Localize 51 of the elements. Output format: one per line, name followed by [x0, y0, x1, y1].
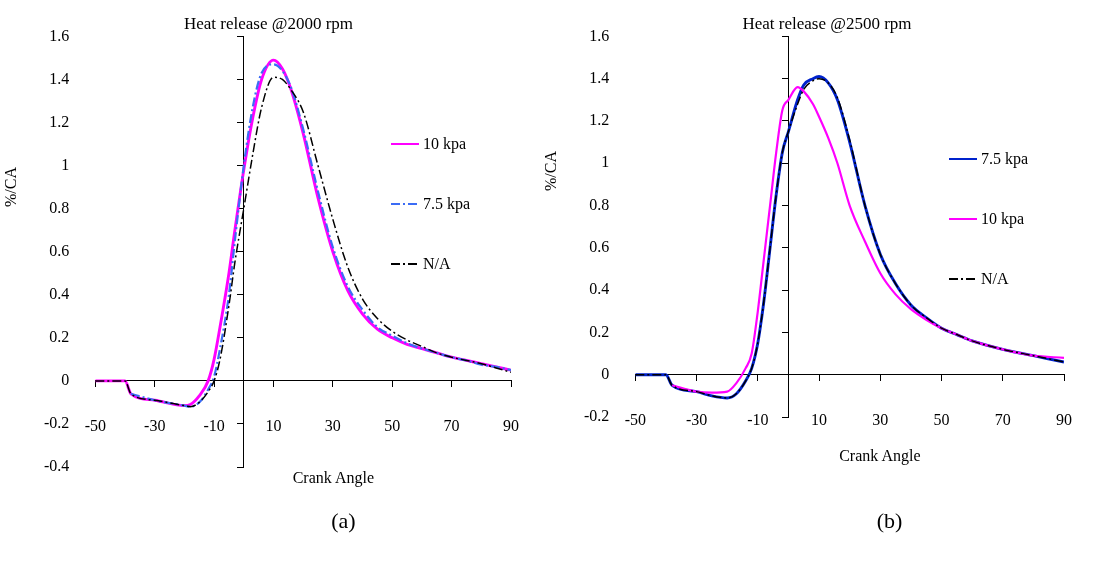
y-tick-label: 0.6: [49, 241, 70, 259]
legend-label: 10 kpa: [423, 135, 467, 154]
x-tick-label: 10: [811, 410, 828, 428]
x-tick-label: -30: [144, 416, 166, 434]
x-tick-label: -10: [747, 410, 769, 428]
x-tick-label: 10: [265, 416, 282, 434]
y-tick-label: 0.2: [49, 328, 70, 346]
y-tick-label: 0.4: [49, 284, 70, 302]
x-axis-title: Crank Angle: [292, 469, 374, 487]
x-tick-label: -10: [203, 416, 225, 434]
chart-title: Heat release @2500 rpm: [742, 13, 912, 33]
x-tick-label: 30: [872, 410, 889, 428]
y-tick-label: 1: [61, 155, 70, 173]
y-tick-label: 0.6: [589, 238, 610, 256]
y-tick-label: 1.4: [589, 68, 610, 86]
legend-label: 7.5 kpa: [423, 195, 471, 214]
x-tick-label: 30: [324, 416, 341, 434]
y-tick-label: 0.8: [49, 198, 70, 216]
text: (a): [331, 508, 356, 534]
y-axis-title: %/CA: [2, 167, 20, 208]
x-tick-label: -50: [84, 416, 106, 434]
chart-title: Heat release @2000 rpm: [183, 13, 354, 33]
y-tick-label: 0.8: [589, 195, 610, 213]
x-tick-label: 70: [994, 410, 1011, 428]
y-tick-label: -0.2: [44, 414, 70, 432]
y-axis-title: %/CA: [542, 150, 560, 191]
x-axis-title: Crank Angle: [839, 447, 921, 465]
y-tick-label: 1: [601, 153, 610, 171]
x-tick-label: 50: [384, 416, 401, 434]
y-tick-label: -0.2: [584, 407, 610, 425]
legend-label: 10 kpa: [981, 210, 1025, 229]
x-tick-label: -50: [624, 410, 646, 428]
legend-label: 7.5 kpa: [981, 150, 1029, 169]
y-tick-label: -0.4: [44, 457, 70, 475]
y-tick-label: 1.6: [589, 26, 610, 44]
x-tick-label: 90: [1056, 410, 1072, 428]
legend-label: N/A: [981, 270, 1009, 289]
x-tick-label: -30: [685, 410, 708, 428]
x-tick-label: 90: [503, 416, 519, 434]
y-tick-label: 1.2: [49, 112, 70, 130]
x-tick-label: 50: [933, 410, 950, 428]
y-tick-label: 1.6: [49, 26, 70, 44]
legend-label: N/A: [423, 255, 451, 274]
y-tick-label: 0: [601, 364, 610, 382]
y-tick-label: 0.4: [589, 280, 610, 298]
y-tick-label: 0.2: [589, 322, 610, 340]
y-tick-label: 1.4: [49, 69, 70, 87]
x-tick-label: 70: [443, 416, 460, 434]
y-tick-label: 1.2: [589, 111, 610, 129]
y-tick-label: 0: [61, 371, 70, 389]
text: (b): [876, 508, 903, 534]
